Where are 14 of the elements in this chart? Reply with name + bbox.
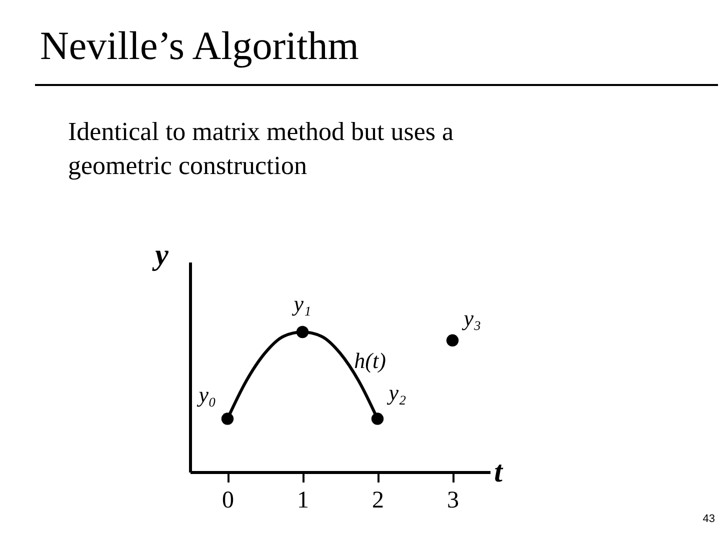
x-axis-title: t bbox=[494, 456, 504, 488]
chart-title: Neville’s Algorithm bbox=[40, 23, 359, 68]
x-tick-label: 3 bbox=[447, 488, 459, 514]
annotation: y₃ bbox=[462, 305, 482, 330]
x-tick-label: 2 bbox=[372, 488, 384, 514]
annotation: h(t) bbox=[354, 348, 386, 373]
annotation: y₀ bbox=[196, 382, 216, 407]
text: Identical to matrix method but uses a geometric construction bbox=[68, 117, 454, 180]
x-tick-label: 1 bbox=[297, 488, 309, 514]
y-axis-title: y bbox=[152, 238, 170, 272]
text: 43 bbox=[702, 513, 715, 525]
annotation: y₁ bbox=[292, 291, 312, 316]
annotation: y₂ bbox=[386, 380, 407, 405]
x-tick-label: 0 bbox=[222, 488, 234, 514]
